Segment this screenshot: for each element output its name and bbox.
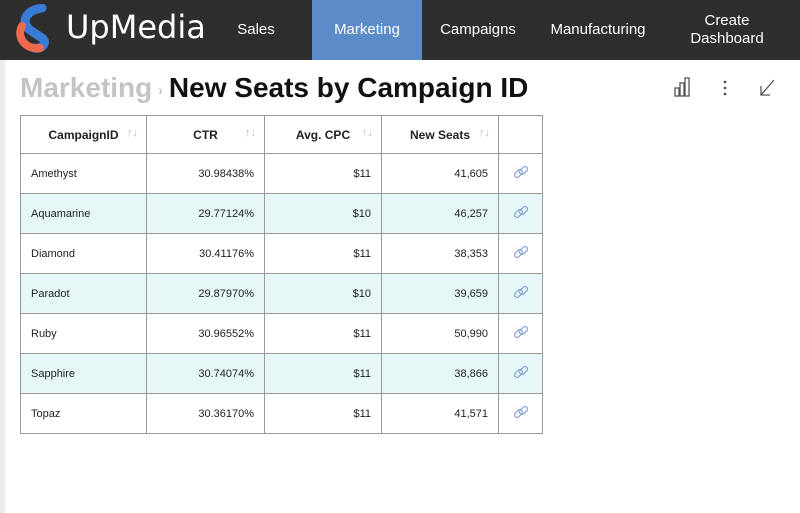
link-icon[interactable] xyxy=(513,284,529,300)
table-row: Diamond 30.41176% $11 38,353 xyxy=(20,233,543,274)
table-cell: 39,659 xyxy=(381,273,499,314)
link-cell xyxy=(498,273,543,314)
content-card: Marketing › New Seats by Campaign ID Campa… xyxy=(5,60,800,513)
table-cell: Topaz xyxy=(20,393,147,434)
page-title: New Seats by Campaign ID xyxy=(168,72,529,103)
chart-view-button[interactable] xyxy=(674,77,690,97)
nav-item[interactable]: Sales xyxy=(237,21,275,38)
sort-icon[interactable]: ↑↓ xyxy=(479,127,490,139)
breadcrumb: Marketing › New Seats by Campaign ID xyxy=(20,72,528,104)
column-header[interactable]: CampaignID ↑↓ xyxy=(20,115,147,154)
brand[interactable]: UpMedia xyxy=(66,8,206,46)
table-row: Aquamarine 29.77124% $10 46,257 xyxy=(20,193,543,234)
table-cell: Ruby xyxy=(20,313,147,354)
link-icon[interactable] xyxy=(513,244,529,260)
table-cell: 50,990 xyxy=(381,313,499,354)
table-row: Paradot 29.87970% $10 39,659 xyxy=(20,273,543,314)
link-icon[interactable] xyxy=(513,204,529,220)
link-icon[interactable] xyxy=(513,364,529,380)
table-cell: 46,257 xyxy=(381,193,499,234)
toolbar xyxy=(674,77,775,97)
table-cell: Paradot xyxy=(20,273,147,314)
table-cell: $10 xyxy=(264,193,382,234)
link-cell xyxy=(498,353,543,394)
data-table: CampaignID ↑↓ CTR ↑↓ Avg. CPC ↑↓ New Seats ↑↓ Am… xyxy=(20,115,543,434)
link-header xyxy=(498,115,543,154)
sort-icon[interactable]: ↑↓ xyxy=(362,127,373,139)
more-button[interactable] xyxy=(723,80,727,96)
column-title: New Seats xyxy=(409,127,471,142)
link-cell xyxy=(498,193,543,234)
nav-item[interactable]: Manufacturing xyxy=(550,21,646,38)
table-cell: $11 xyxy=(264,313,382,354)
link-cell xyxy=(498,233,543,274)
nav-item[interactable]: Marketing xyxy=(312,0,422,60)
table-cell: 38,866 xyxy=(381,353,499,394)
table-cell: $11 xyxy=(264,233,382,274)
column-title: CTR xyxy=(193,127,218,142)
table-cell: Amethyst xyxy=(20,153,147,194)
top-nav: UpMedia Sales Marketing Campaigns Manufactu… xyxy=(0,0,800,60)
sort-icon[interactable]: ↑↓ xyxy=(245,127,256,139)
link-icon[interactable] xyxy=(513,404,529,420)
minimize-button[interactable] xyxy=(760,79,775,96)
column-title: Avg. CPC xyxy=(295,127,351,142)
table-row: Ruby 30.96552% $11 50,990 xyxy=(20,313,543,354)
table-cell: 38,353 xyxy=(381,233,499,274)
table-cell: Aquamarine xyxy=(20,193,147,234)
nav-item[interactable]: Campaigns xyxy=(440,21,516,38)
link-cell xyxy=(498,393,543,434)
table-cell: 29.87970% xyxy=(146,273,265,314)
nav-item[interactable]: Create Dashboard xyxy=(690,12,764,47)
table-cell: 30.96552% xyxy=(146,313,265,354)
breadcrumb-parent[interactable]: Marketing xyxy=(20,72,153,103)
separator: › xyxy=(158,81,163,98)
link-icon[interactable] xyxy=(513,164,529,180)
table-cell: Diamond xyxy=(20,233,147,274)
table-cell: 29.77124% xyxy=(146,193,265,234)
table-cell: 41,571 xyxy=(381,393,499,434)
table-row: Sapphire 30.74074% $11 38,866 xyxy=(20,353,543,394)
link-icon[interactable] xyxy=(513,324,529,340)
table-cell: $11 xyxy=(264,353,382,394)
table-cell: Sapphire xyxy=(20,353,147,394)
table-cell: 30.36170% xyxy=(146,393,265,434)
sort-icon[interactable]: ↑↓ xyxy=(127,127,138,139)
table-row: Topaz 30.36170% $11 41,571 xyxy=(20,393,543,434)
table-cell: $11 xyxy=(264,153,382,194)
table-cell: $10 xyxy=(264,273,382,314)
link-cell xyxy=(498,153,543,194)
table-cell: 41,605 xyxy=(381,153,499,194)
column-header[interactable]: Avg. CPC ↑↓ xyxy=(264,115,382,154)
link-cell xyxy=(498,313,543,354)
table-cell: 30.74074% xyxy=(146,353,265,394)
table-cell: $11 xyxy=(264,393,382,434)
column-title: CampaignID xyxy=(48,127,119,142)
column-header[interactable]: CTR ↑↓ xyxy=(146,115,265,154)
table-cell: 30.41176% xyxy=(146,233,265,274)
table-cell: 30.98438% xyxy=(146,153,265,194)
table-row: Amethyst 30.98438% $11 41,605 xyxy=(20,153,543,194)
column-header[interactable]: New Seats ↑↓ xyxy=(381,115,499,154)
logo xyxy=(16,4,49,53)
